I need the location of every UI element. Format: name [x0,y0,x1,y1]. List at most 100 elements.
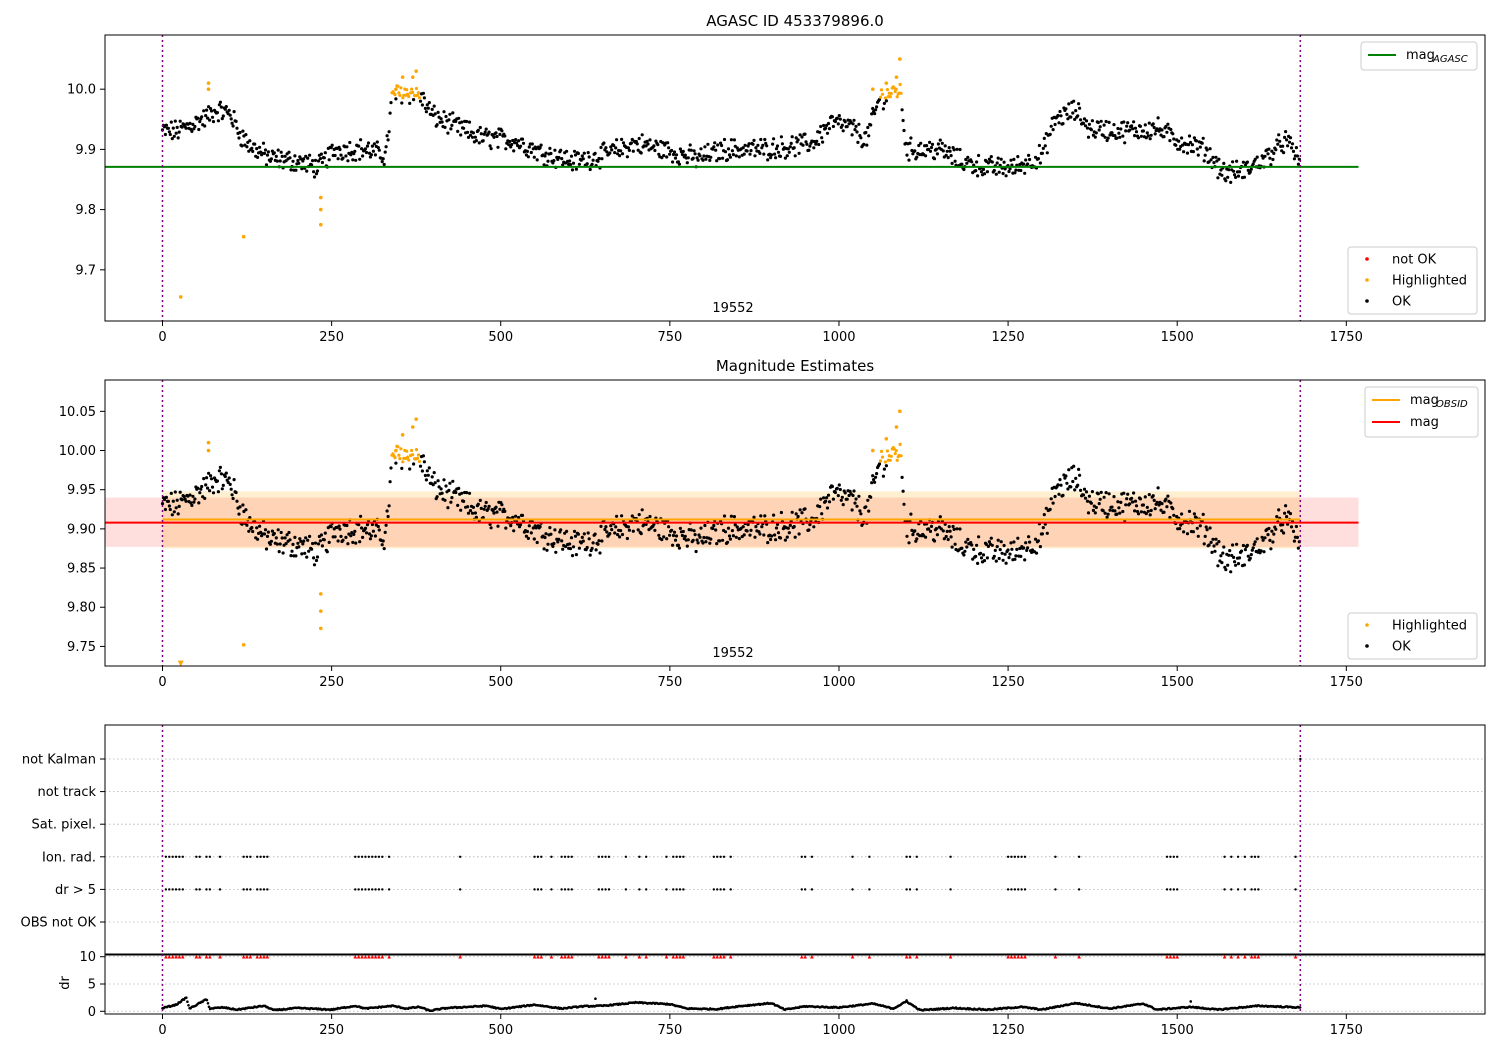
ok-point [223,107,227,111]
ok-point [758,532,762,536]
ok-point [1237,170,1242,174]
ok-point [1040,532,1044,536]
ok-point [468,509,473,513]
ok-point [1275,138,1279,142]
x-tick-label: 1000 [822,330,855,345]
ok-point [551,544,555,549]
ok-point [774,147,779,151]
ok-point [1051,128,1055,132]
ok-point [974,554,978,559]
ok-point [205,476,209,480]
ok-point [1234,175,1238,179]
ok-point [821,140,825,144]
ok-point [180,125,184,129]
ok-point [1128,502,1132,506]
flag-point [1054,888,1057,891]
flag-point [1020,888,1023,891]
flag-point [1223,888,1226,891]
ok-point [827,500,832,504]
ok-point [620,532,625,537]
ok-point [478,125,482,130]
legend-point-swatch [1365,278,1369,282]
ok-point [1130,496,1134,500]
dr-clipped-marker [1172,954,1176,959]
ok-point [232,110,236,114]
ok-point [437,485,441,489]
ok-point [1289,146,1294,150]
ok-point [1268,156,1272,160]
flag-point [1017,855,1020,858]
ok-point [825,131,830,135]
dr-point [205,998,209,1002]
ok-point [360,526,364,530]
ok-point [581,539,585,543]
ok-point [979,551,983,555]
ok-point [1203,534,1207,539]
ok-point [229,117,233,121]
ok-point [760,525,764,529]
ok-point [1185,151,1190,155]
ok-point [344,154,348,158]
ok-point [996,538,1000,542]
ok-point [1001,558,1005,562]
ok-point [568,547,573,551]
ok-point [713,141,717,145]
ok-point [1002,160,1006,164]
ok-point [691,156,695,160]
ok-point [569,154,574,158]
ok-point [219,472,223,476]
flag-point [1165,888,1169,891]
ok-point [289,168,293,172]
ok-point [293,154,297,158]
ok-point [1115,136,1119,140]
flag-point [567,888,570,891]
ok-point [865,143,869,147]
ok-point [433,112,437,116]
ok-point [261,141,266,145]
panel-magnitude-title: Magnitude Estimates [716,357,874,375]
ok-point [924,154,928,158]
x-tick-label: 1250 [992,1023,1025,1038]
ok-point [322,156,326,160]
ok-point [420,469,424,473]
ok-point [1024,541,1028,545]
ok-point [508,139,512,144]
ok-point [557,537,561,542]
ok-point [279,150,283,154]
dr-clipped-marker [204,954,209,959]
ok-point [1081,121,1086,125]
ok-point [667,146,671,150]
flag-point [171,855,174,858]
ok-point [870,481,874,485]
ok-point [553,528,557,532]
ok-point [1162,510,1166,514]
ok-point [945,529,949,534]
ok-point [691,538,695,542]
highlighted-point [411,90,415,94]
panel-agasc: AGASC ID 453379896.0 0 250 500 750 1000 1250 1… [67,12,1486,345]
ok-point [177,130,181,134]
panel-agasc-title: AGASC ID 453379896.0 [706,12,884,30]
ok-point [1104,119,1108,124]
dr-clipped-marker [241,954,246,959]
ok-point [1157,503,1161,507]
ok-point [909,512,913,516]
ok-point [915,537,919,541]
ok-point [553,148,557,152]
ok-point [1000,551,1004,555]
y-tick-label: 9.8 [75,203,96,218]
flag-point [800,855,803,858]
ok-point [1169,127,1173,132]
ok-point [341,156,345,160]
ok-point [1200,141,1204,145]
flag-point [364,855,367,858]
ok-point [210,485,215,489]
flag-point [540,855,543,858]
ok-point [388,111,392,115]
flag-point [1169,855,1172,858]
ok-point [191,494,195,498]
ok-point [231,124,235,128]
ok-point [1147,493,1151,497]
ok-point [388,480,392,484]
flag-point [533,888,536,891]
